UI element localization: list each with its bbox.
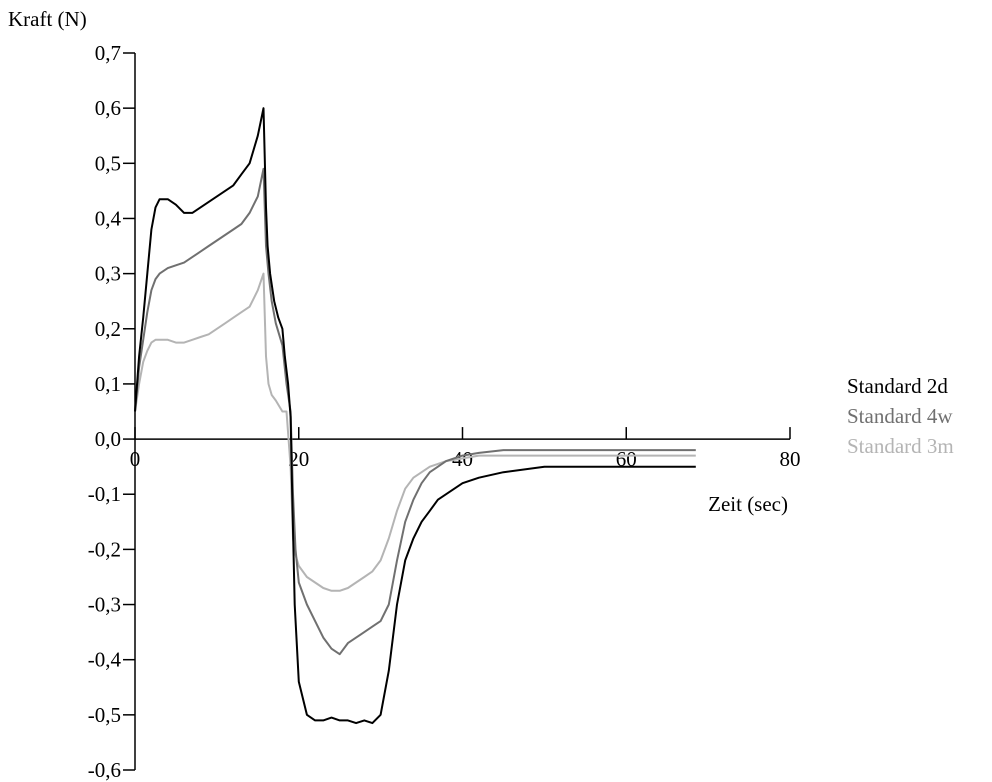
x-tick-label: 20 [288, 447, 309, 471]
legend-entry: Standard 4w [847, 404, 953, 428]
x-tick-label: 60 [616, 447, 637, 471]
y-tick-label: 0,6 [95, 96, 121, 120]
series-layer [134, 107, 696, 725]
y-tick-label: 0,2 [95, 317, 121, 341]
y-tick-label: 0,4 [95, 206, 122, 230]
y-tick-label: -0,5 [88, 703, 121, 727]
y-tick-label: 0,0 [95, 427, 121, 451]
y-tick-label: 0,1 [95, 372, 121, 396]
y-tick-label: 0,5 [95, 151, 121, 175]
y-tick-label: -0,6 [88, 758, 121, 782]
x-tick-label: 80 [780, 447, 801, 471]
legend: Standard 2d Standard 4w Standard 3m [847, 374, 954, 458]
x-axis-label: Zeit (sec) [708, 492, 788, 516]
y-tick-label: -0,3 [88, 593, 121, 617]
y-tick-label: -0,2 [88, 537, 121, 561]
series-line-standard-4w [134, 167, 696, 656]
y-tick-label: -0,4 [88, 648, 122, 672]
legend-entry: Standard 3m [847, 434, 954, 458]
axes: 0,7 0,6 0,5 0,4 0,3 0,2 0,1 0,0 -0,1 -0,2 -0,3 -0,4… [88, 41, 801, 782]
x-tick-label: 0 [130, 447, 141, 471]
y-tick-label: -0,1 [88, 482, 121, 506]
y-axis-label: Kraft (N) [8, 7, 87, 31]
y-tick-label: 0,7 [95, 41, 121, 65]
series-line-standard-2d [134, 107, 696, 725]
y-tick-label: 0,3 [95, 262, 121, 286]
legend-entry: Standard 2d [847, 374, 948, 398]
series-line-standard-3m [134, 272, 696, 592]
